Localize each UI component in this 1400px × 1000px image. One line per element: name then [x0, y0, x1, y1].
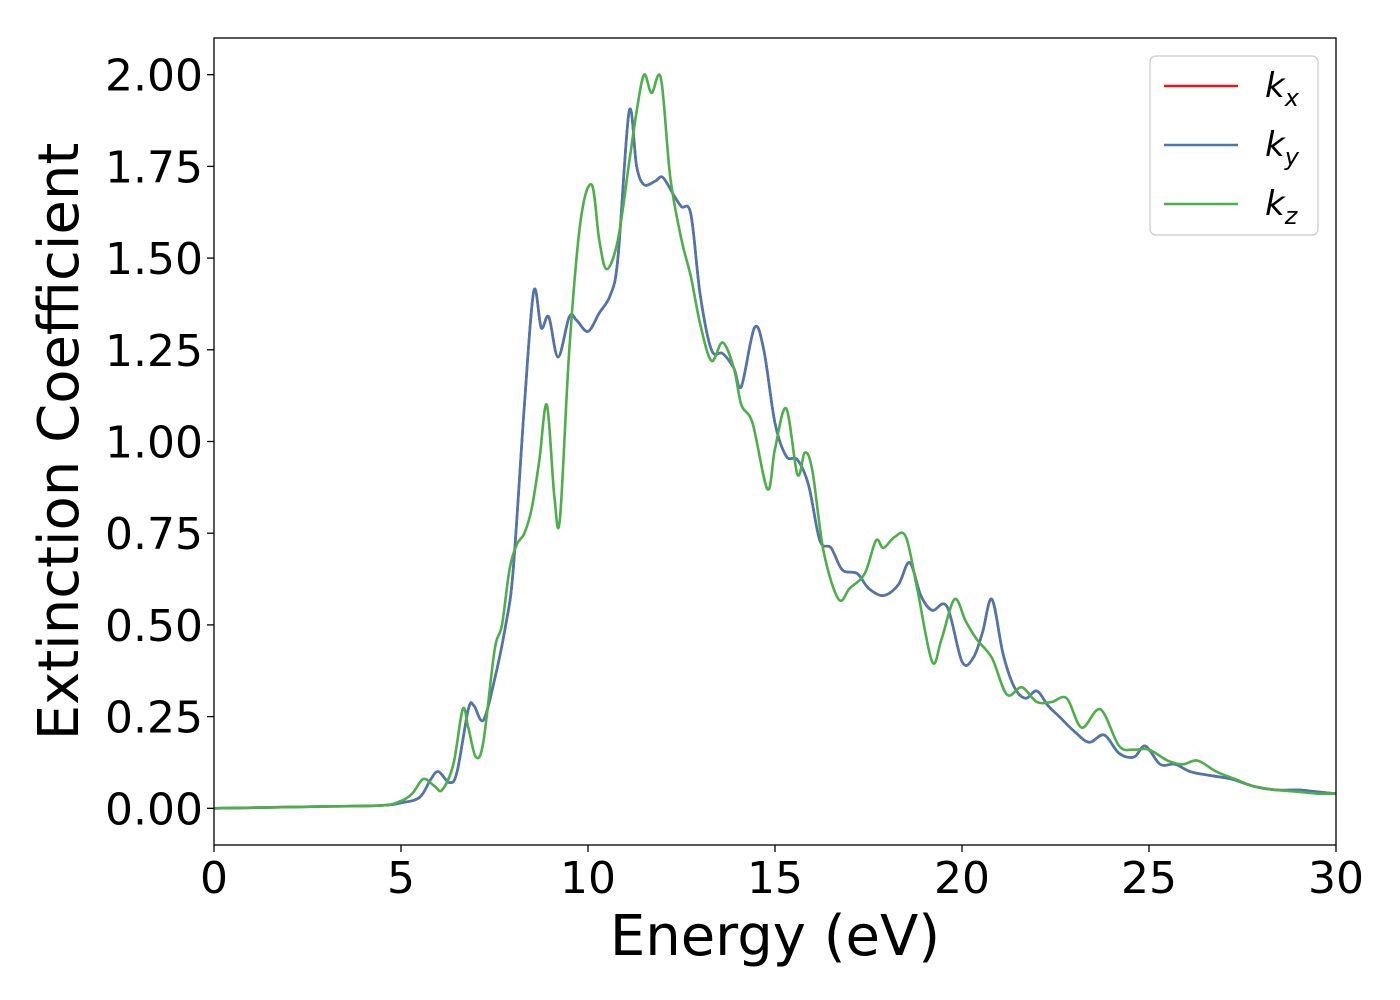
x-tick-label: 30: [1308, 853, 1364, 904]
x-tick-label: 10: [560, 853, 616, 904]
legend-label-kx: kx: [1265, 66, 1300, 112]
x-tick-label: 20: [934, 853, 990, 904]
y-tick-label: 0.25: [105, 693, 203, 744]
legend: kx ky kz: [1149, 55, 1319, 236]
y-tick-label: 1.25: [105, 326, 203, 377]
y-tick-label: 2.00: [105, 51, 203, 102]
y-axis: 0.00 0.25 0.50 0.75 1.00 1.25 1.50 1.75 2.00: [105, 51, 214, 835]
x-tick-label: 15: [747, 853, 803, 904]
x-axis-label: Energy (eV): [610, 904, 940, 969]
y-tick-label: 0.50: [105, 601, 203, 652]
series-line-kz: [214, 73, 1336, 810]
x-tick-label: 0: [200, 853, 228, 904]
series-line-ky: [214, 107, 1336, 810]
y-tick-label: 0.75: [105, 509, 203, 560]
y-tick-label: 1.75: [105, 142, 203, 193]
x-tick-label: 25: [1121, 853, 1177, 904]
legend-label-kz: kz: [1265, 184, 1299, 230]
y-axis-label: Extinction Coefficient: [27, 143, 92, 741]
y-tick-label: 1.50: [105, 234, 203, 285]
x-axis: 0 5 10 15 20 25 30: [200, 845, 1364, 904]
series-layer: [214, 73, 1336, 810]
y-tick-label: 0.00: [105, 784, 203, 835]
y-tick-label: 1.00: [105, 418, 203, 469]
x-tick-label: 5: [387, 853, 415, 904]
legend-label-ky: ky: [1265, 125, 1300, 171]
